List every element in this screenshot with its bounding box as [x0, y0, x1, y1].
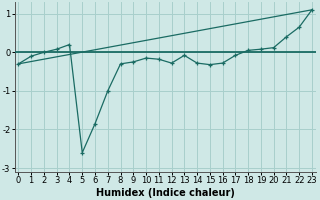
X-axis label: Humidex (Indice chaleur): Humidex (Indice chaleur)	[96, 188, 235, 198]
